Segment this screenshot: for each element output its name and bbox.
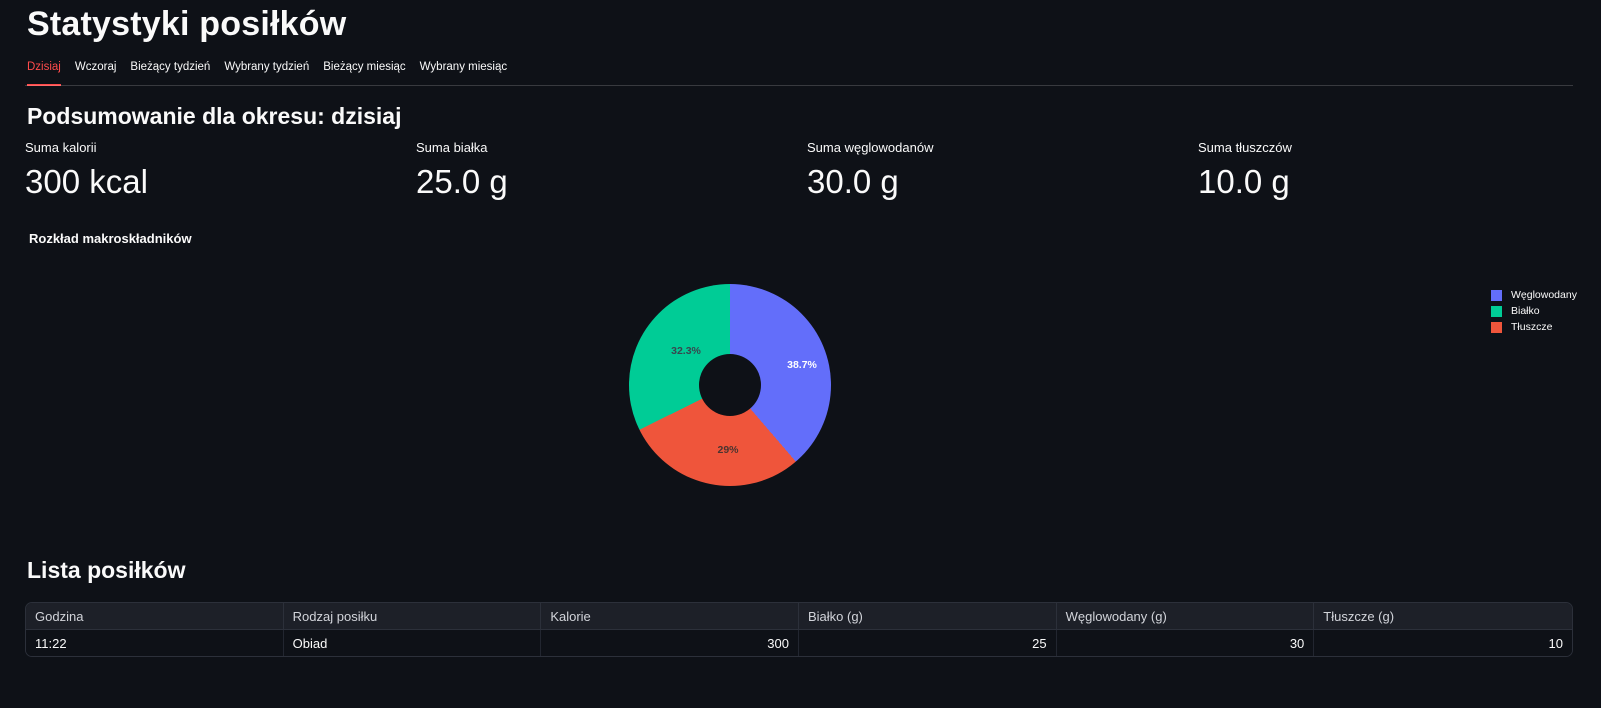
tab-divider <box>25 85 1573 86</box>
metric-protein: Suma białka 25.0 g <box>416 140 791 202</box>
metric-value: 25.0 g <box>416 163 508 200</box>
chart-legend: Węglowodany Białko Tłuszcze <box>1491 287 1577 335</box>
pie-donut <box>629 284 831 486</box>
metric-value: 10.0 g <box>1198 163 1290 200</box>
cell-rodzaj-posilku[interactable]: Obiad <box>283 630 542 656</box>
meals-table: Godzina Rodzaj posiłku Kalorie Białko (g… <box>25 602 1573 657</box>
metric-label: Suma tłuszczów <box>1198 140 1292 155</box>
meals-heading: Lista posiłków <box>27 557 186 583</box>
slice-label-tluszcze: 29% <box>717 444 739 456</box>
metric-carbs: Suma węglowodanów 30.0 g <box>807 140 1182 202</box>
metric-label: Suma kalorii <box>25 140 97 155</box>
chart-title: Rozkład makroskładników <box>29 231 192 246</box>
metric-calories: Suma kalorii 300 kcal <box>25 140 400 202</box>
column-header-rodzaj-posilku[interactable]: Rodzaj posiłku <box>283 603 542 630</box>
page-title: Statystyki posiłków <box>27 5 347 43</box>
cell-bialko[interactable]: 25 <box>798 630 1057 656</box>
period-tab-bar: Dzisiaj Wczoraj Bieżący tydzień Wybrany … <box>27 60 507 86</box>
tab-dzisiaj[interactable]: Dzisiaj <box>27 60 61 86</box>
legend-label: Tłuszcze <box>1511 321 1553 333</box>
column-header-bialko[interactable]: Białko (g) <box>798 603 1057 630</box>
cell-weglowodany[interactable]: 30 <box>1056 630 1315 656</box>
metric-label: Suma węglowodanów <box>807 140 934 155</box>
column-header-tluszcze[interactable]: Tłuszcze (g) <box>1314 603 1572 630</box>
tab-wybrany-miesiac[interactable]: Wybrany miesiąc <box>419 61 508 73</box>
legend-item-weglowodany[interactable]: Węglowodany <box>1491 287 1577 303</box>
tab-biezacy-tydzien[interactable]: Bieżący tydzień <box>130 61 211 73</box>
metric-value: 300 kcal <box>25 163 148 200</box>
column-header-godzina[interactable]: Godzina <box>26 603 284 630</box>
legend-label: Białko <box>1511 305 1540 317</box>
cell-godzina[interactable]: 11:22 <box>26 630 284 656</box>
metric-value: 30.0 g <box>807 163 899 200</box>
table-row: 11:22 Obiad 300 25 30 10 <box>26 630 1572 656</box>
macro-distribution-chart: Rozkład makroskładników 38.7% 32.3% 29% … <box>25 225 1577 525</box>
tab-wybrany-tydzien[interactable]: Wybrany tydzień <box>224 61 310 73</box>
metric-label: Suma białka <box>416 140 488 155</box>
summary-heading: Podsumowanie dla okresu: dzisiaj <box>27 103 402 129</box>
legend-swatch-icon <box>1491 305 1502 317</box>
cell-kalorie[interactable]: 300 <box>541 630 799 656</box>
tab-biezacy-miesiac[interactable]: Bieżący miesiąc <box>323 61 406 73</box>
column-header-kalorie[interactable]: Kalorie <box>541 603 799 630</box>
slice-label-weglowodany: 38.7% <box>787 359 817 371</box>
tab-wczoraj[interactable]: Wczoraj <box>74 61 117 73</box>
donut-hole <box>699 354 761 416</box>
legend-label: Węglowodany <box>1511 289 1577 301</box>
summary-metrics: Suma kalorii 300 kcal Suma białka 25.0 g… <box>25 140 1573 202</box>
metric-fats: Suma tłuszczów 10.0 g <box>1198 140 1573 202</box>
slice-label-bialko: 32.3% <box>671 345 701 357</box>
column-header-weglowodany[interactable]: Węglowodany (g) <box>1056 603 1315 630</box>
cell-tluszcze[interactable]: 10 <box>1314 630 1572 656</box>
legend-swatch-icon <box>1491 321 1502 333</box>
legend-swatch-icon <box>1491 289 1502 301</box>
table-header-row: Godzina Rodzaj posiłku Kalorie Białko (g… <box>26 603 1572 630</box>
legend-item-tluszcze[interactable]: Tłuszcze <box>1491 319 1577 335</box>
legend-item-bialko[interactable]: Białko <box>1491 303 1577 319</box>
